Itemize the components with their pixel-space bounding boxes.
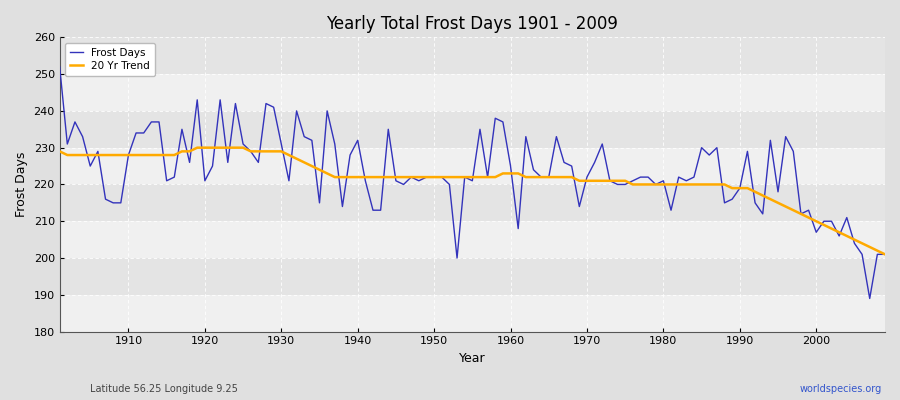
Frost Days (879, 252, 890, 257)
Frost Days (329, 142, 340, 146)
X-axis label: Year: Year (459, 352, 486, 365)
Bar (59, 111, 885, 148)
20 Yr Trend (54, 149, 65, 154)
Bar (59, 148, 885, 184)
20 Yr Trend (192, 145, 202, 150)
Frost Days (54, 64, 65, 69)
Bar (59, 37, 885, 74)
Bar (59, 184, 885, 221)
20 Yr Trend (115, 153, 126, 158)
Text: worldspecies.org: worldspecies.org (800, 384, 882, 394)
Frost Days (597, 142, 608, 146)
Frost Days (498, 120, 508, 124)
20 Yr Trend (337, 175, 347, 180)
20 Yr Trend (879, 252, 890, 257)
Frost Days (284, 178, 294, 183)
Frost Days (864, 296, 875, 301)
Frost Days (115, 200, 126, 205)
Bar (59, 74, 885, 111)
Bar (59, 221, 885, 258)
20 Yr Trend (292, 156, 302, 161)
Bar (59, 258, 885, 295)
Frost Days (505, 164, 516, 168)
Legend: Frost Days, 20 Yr Trend: Frost Days, 20 Yr Trend (65, 42, 155, 76)
20 Yr Trend (513, 171, 524, 176)
Line: 20 Yr Trend: 20 Yr Trend (59, 148, 885, 254)
20 Yr Trend (605, 178, 616, 183)
Y-axis label: Frost Days: Frost Days (15, 152, 28, 217)
Text: Latitude 56.25 Longitude 9.25: Latitude 56.25 Longitude 9.25 (90, 384, 238, 394)
Bar (59, 295, 885, 332)
Line: Frost Days: Frost Days (59, 67, 885, 298)
Title: Yearly Total Frost Days 1901 - 2009: Yearly Total Frost Days 1901 - 2009 (327, 15, 618, 33)
20 Yr Trend (505, 171, 516, 176)
